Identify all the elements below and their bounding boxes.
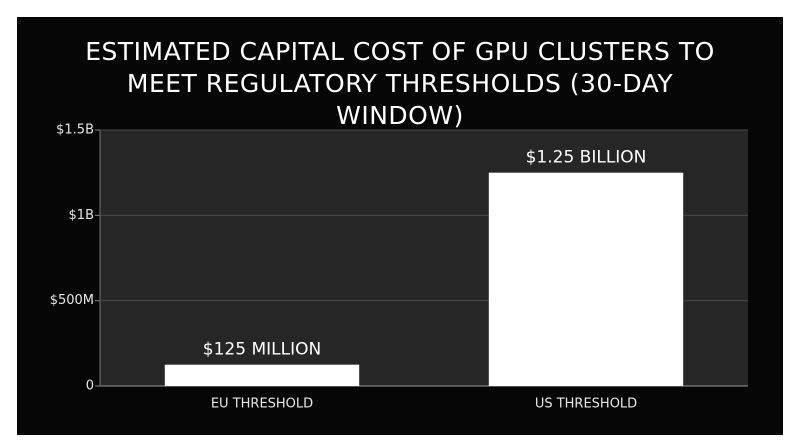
bar [164,364,360,386]
value-label: $125 MILLION [203,340,321,360]
y-tick-label: 0 [86,379,94,394]
chart-title: ESTIMATED CAPITAL COST OF GPU CLUSTERS T… [85,37,715,130]
y-tick-label: $500M [50,293,94,308]
bar [488,172,684,386]
y-tick-label: $1.5B [56,123,94,138]
y-tick-label: $1B [69,208,94,223]
value-label: $1.25 BILLION [526,148,647,168]
x-tick-label: EU THRESHOLD [211,397,313,412]
x-tick-label: US THRESHOLD [535,397,637,412]
